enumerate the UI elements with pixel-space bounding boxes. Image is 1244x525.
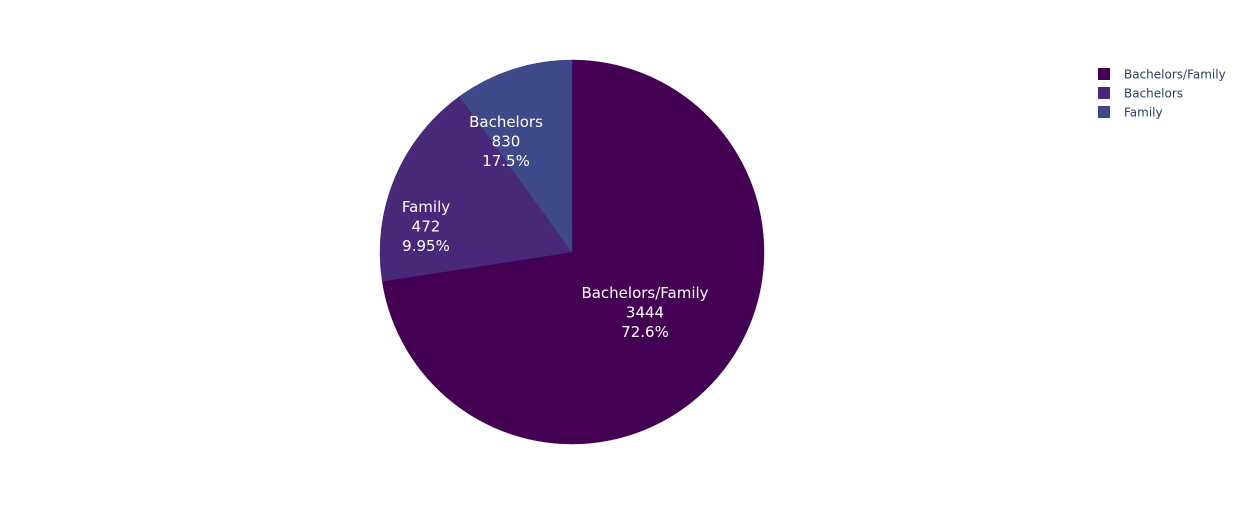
legend-label: Bachelors/Family xyxy=(1124,68,1226,82)
legend-swatch xyxy=(1098,87,1110,99)
slice-label-value: 3444 xyxy=(626,304,664,322)
legend-item-family[interactable]: Family xyxy=(1098,106,1163,120)
legend-swatch xyxy=(1098,68,1110,80)
slice-label-name: Bachelors xyxy=(469,113,543,131)
slice-labels: Bachelors/Family 3444 72.6% Bachelors 830 17.… xyxy=(402,113,709,341)
slice-label-bachelors: Bachelors 830 17.5% xyxy=(469,113,543,170)
legend-label: Bachelors xyxy=(1124,87,1183,101)
slice-label-bachelors-family: Bachelors/Family 3444 72.6% xyxy=(581,284,708,341)
pie-slice-family[interactable] xyxy=(459,59,573,253)
slice-label-name: Family xyxy=(402,198,450,216)
legend: Bachelors/Family Bachelors Family xyxy=(1098,68,1226,120)
legend-swatch xyxy=(1098,106,1110,118)
slice-label-percent: 72.6% xyxy=(621,323,669,341)
legend-item-bachelors-family[interactable]: Bachelors/Family xyxy=(1098,68,1226,82)
slice-label-family: Family 472 9.95% xyxy=(402,198,450,255)
slice-label-value: 472 xyxy=(412,218,441,236)
slice-label-name: Bachelors/Family xyxy=(581,284,708,302)
pie-slices xyxy=(379,59,765,445)
pie-slice-bachelors-family[interactable] xyxy=(381,59,765,445)
legend-item-bachelors[interactable]: Bachelors xyxy=(1098,87,1183,101)
legend-label: Family xyxy=(1124,106,1163,120)
pie-slice-bachelors[interactable] xyxy=(379,95,573,282)
slice-label-value: 830 xyxy=(492,133,521,151)
slice-label-percent: 17.5% xyxy=(482,152,530,170)
slice-label-percent: 9.95% xyxy=(402,237,450,255)
